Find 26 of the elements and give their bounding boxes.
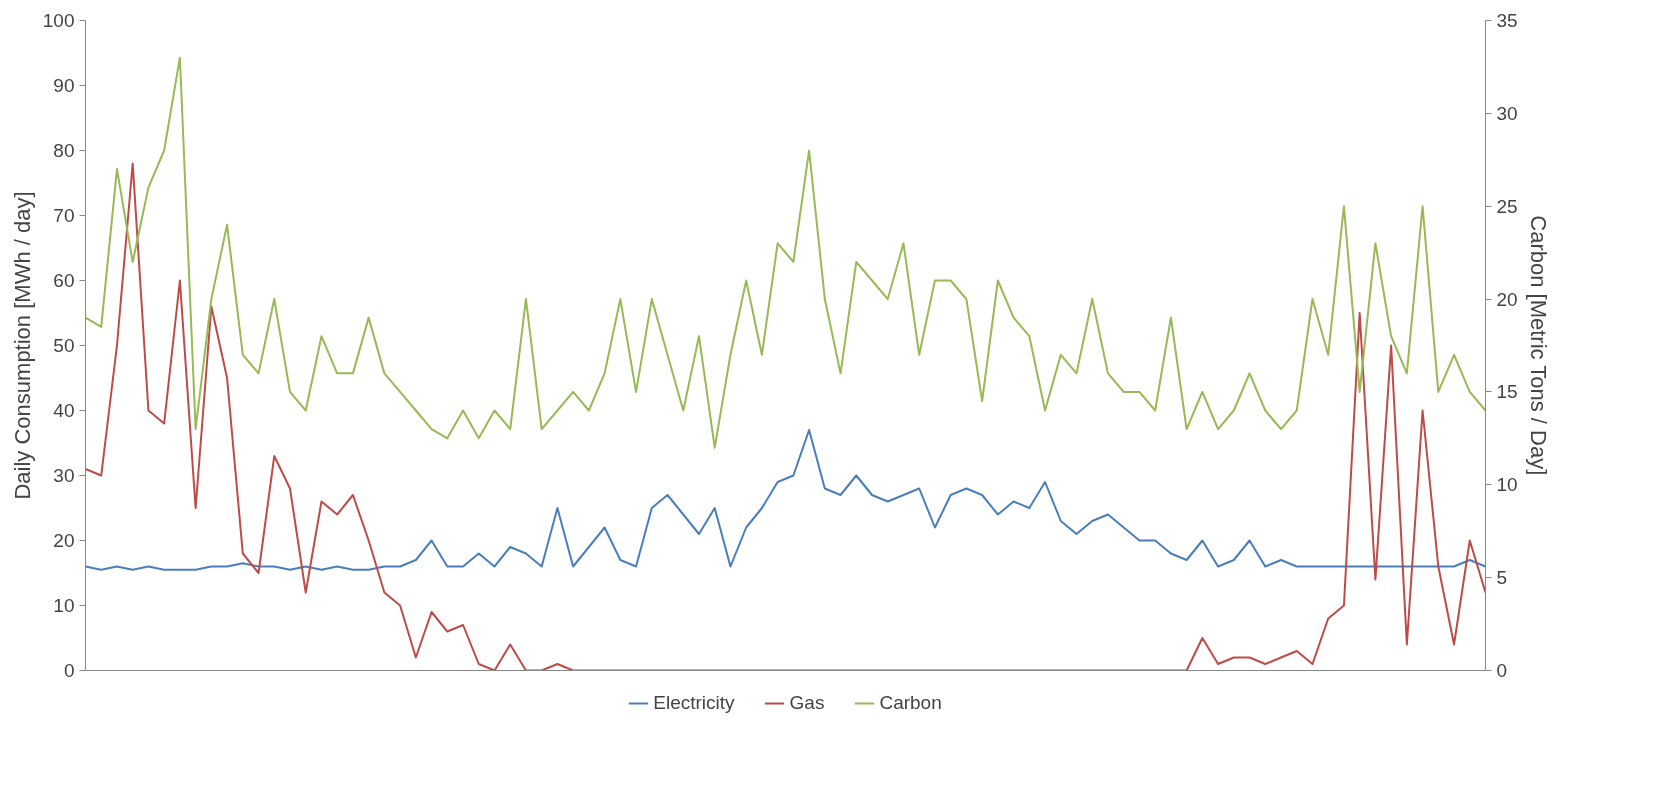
y-axis-title: Daily Consumption [MWh / day] [9,191,35,500]
y2-tick-label: 30 [1496,102,1518,124]
y-tick-label: 100 [42,10,75,31]
y2-axis-title: Carbon [Metric Tons / Day] [1525,215,1551,476]
y2-tick-label: 5 [1496,567,1508,589]
y-tick-label: 0 [63,660,75,681]
y-tick-label: 20 [53,530,75,551]
line-series [85,56,1486,449]
legend-label: Electricity [653,691,735,714]
y2-tick-label: 25 [1496,195,1518,217]
y-tick-label: 60 [53,270,75,291]
y2-tick-label: 20 [1496,288,1518,310]
legend-label: Carbon [879,691,942,714]
y-tick-label: 10 [53,595,75,616]
y2-tick-label: 10 [1496,474,1518,496]
y2-tick-label: 15 [1496,381,1518,403]
y2-tick-label: 35 [1496,10,1518,31]
legend-label: Gas [789,691,825,714]
y-tick-label: 80 [53,140,75,161]
y-tick-label: 70 [53,205,75,226]
y-tick-label: 90 [53,75,75,96]
y-tick-label: 40 [53,400,75,421]
y2-tick-label: 0 [1496,660,1508,681]
y-tick-label: 50 [53,335,75,356]
y-tick-label: 30 [53,465,75,486]
line-series [85,429,1486,571]
